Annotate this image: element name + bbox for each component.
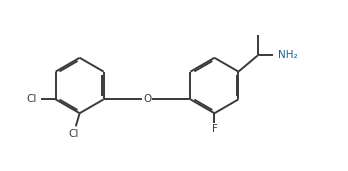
Text: O: O [143, 94, 151, 104]
Text: Cl: Cl [26, 94, 37, 104]
Text: F: F [212, 124, 218, 134]
Text: NH₂: NH₂ [278, 50, 297, 61]
Text: Cl: Cl [69, 129, 79, 139]
